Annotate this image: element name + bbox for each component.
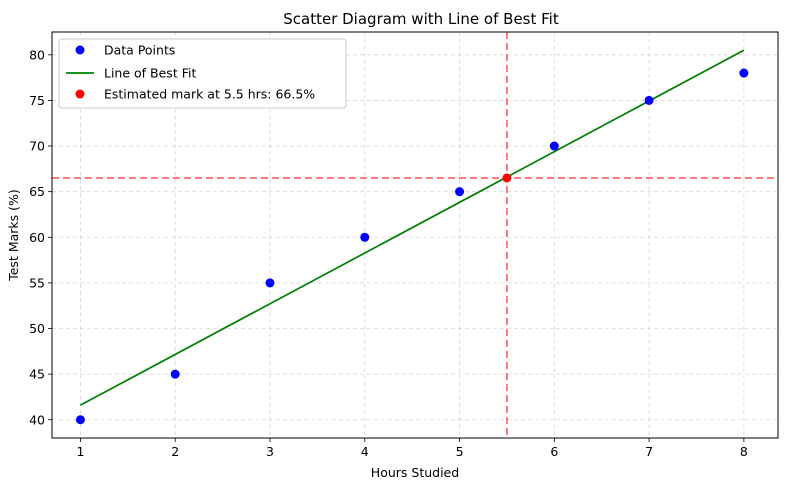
data-point (549, 141, 559, 151)
x-axis-label: Hours Studied (371, 465, 459, 480)
y-tick-label: 45 (29, 367, 45, 382)
y-tick-label: 50 (29, 321, 45, 336)
x-tick-label: 3 (266, 444, 274, 459)
series-layer (75, 49, 749, 425)
x-axis-ticks: 1 2 3 4 5 6 7 8 (76, 438, 748, 459)
data-point (170, 369, 180, 379)
grid (52, 32, 778, 438)
data-point (455, 187, 465, 197)
data-point (360, 232, 370, 242)
y-tick-label: 80 (29, 47, 45, 62)
legend-label-best-fit: Line of Best Fit (104, 66, 196, 81)
reference-lines (52, 32, 778, 438)
x-tick-label: 1 (76, 444, 84, 459)
legend-marker-data-points (75, 45, 85, 55)
best-fit-line (80, 49, 745, 406)
y-axis-label: Test Marks (%) (6, 189, 21, 282)
y-tick-label: 75 (29, 93, 45, 108)
data-point (739, 68, 749, 78)
x-tick-label: 7 (645, 444, 653, 459)
y-axis-ticks: 40 45 50 55 60 65 70 75 80 (29, 47, 52, 427)
data-point (265, 278, 275, 288)
estimate-point (502, 173, 512, 183)
x-tick-label: 8 (740, 444, 748, 459)
legend: Data Points Line of Best Fit Estimated m… (58, 38, 347, 109)
y-tick-label: 55 (29, 275, 45, 290)
legend-label-data-points: Data Points (104, 43, 175, 58)
x-tick-label: 6 (550, 444, 558, 459)
chart-title: Scatter Diagram with Line of Best Fit (283, 10, 559, 28)
data-point (75, 415, 85, 425)
x-tick-label: 5 (456, 444, 464, 459)
x-tick-label: 2 (171, 444, 179, 459)
legend-box (58, 38, 347, 109)
legend-label-estimate: Estimated mark at 5.5 hrs: 66.5% (104, 87, 315, 102)
legend-marker-estimate (75, 89, 85, 99)
y-tick-label: 70 (29, 139, 45, 154)
y-tick-label: 40 (29, 412, 45, 427)
y-tick-label: 60 (29, 230, 45, 245)
x-tick-label: 4 (361, 444, 369, 459)
data-point (644, 95, 654, 105)
plot-frame (51, 31, 779, 439)
y-tick-label: 65 (29, 184, 45, 199)
